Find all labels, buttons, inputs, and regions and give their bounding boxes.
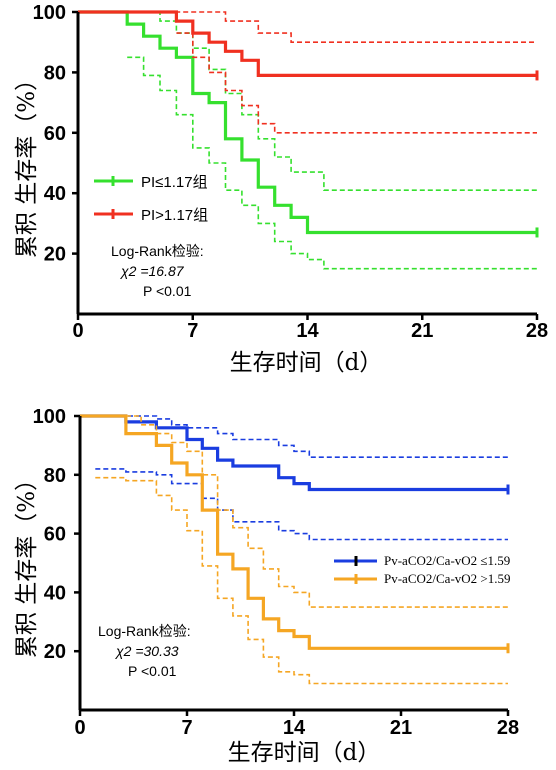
x-tick-label: 7	[181, 717, 192, 739]
x-tick-label: 28	[497, 717, 519, 739]
y-tick-label: 60	[44, 524, 66, 546]
logrank-annotation: Log-Rank检验: χ2 =16.87 P <0.01	[111, 243, 204, 299]
y-tick-label: 40	[44, 183, 66, 205]
y-axis-title: 累积 生存率（%）	[14, 468, 40, 658]
legend-label: Pv-aCO2/Ca-vO2 ≤1.59	[384, 553, 510, 568]
x-tick-label: 21	[411, 320, 433, 342]
p-value: P <0.01	[128, 663, 177, 679]
x-axis-title: 生存时间（d）	[228, 740, 381, 766]
y-tick-label: 80	[44, 62, 66, 84]
x-tick-label: 7	[187, 320, 198, 342]
y-tick-label: 20	[44, 641, 66, 663]
logrank-annotation: Log-Rank检验: χ2 =30.33 P <0.01	[98, 623, 191, 679]
y-tick-label: 100	[33, 2, 66, 24]
legend-label: Pv-aCO2/Ca-vO2 >1.59	[384, 571, 511, 586]
legend-item-1: PI>1.17组	[94, 207, 208, 224]
x-tick-label: 14	[283, 717, 306, 739]
p-value: P <0.01	[143, 283, 192, 299]
y-axis-title: 累积 生存率（%）	[14, 68, 40, 258]
series-0-ci-lower	[95, 468, 508, 541]
legend-item-0: Pv-aCO2/Ca-vO2 ≤1.59	[334, 553, 510, 568]
series-1-ci-upper	[125, 415, 508, 608]
y-tick-label: 40	[44, 582, 66, 604]
series-0-survival-line	[78, 10, 537, 235]
y-tick-label: 100	[33, 406, 66, 428]
logrank-title: Log-Rank检验:	[111, 243, 204, 259]
series-0-ci-upper	[80, 415, 508, 459]
chi-square: χ2 =16.87	[119, 263, 185, 279]
legend: PI≤1.17组 PI>1.17组	[94, 174, 208, 224]
x-tick-label: 14	[296, 320, 319, 342]
series-1-ci-upper	[127, 11, 537, 44]
series-0-survival-line	[80, 414, 508, 492]
x-tick-label: 28	[526, 320, 548, 342]
series-0-ci-upper	[78, 11, 537, 191]
series-1-ci-lower	[176, 32, 537, 134]
legend: Pv-aCO2/Ca-vO2 ≤1.59 Pv-aCO2/Ca-vO2 >1.5…	[334, 553, 511, 586]
legend-label: PI≤1.17组	[141, 174, 208, 191]
x-axis-title: 生存时间（d）	[230, 350, 383, 376]
chi-square: χ2 =30.33	[114, 643, 179, 659]
y-tick-label: 80	[44, 465, 66, 487]
series-0-ci-lower	[127, 56, 537, 270]
legend-item-0: PI≤1.17组	[94, 174, 208, 191]
y-tick-label: 20	[44, 244, 66, 266]
y-tick-label: 60	[44, 123, 66, 145]
chart-top: 0 7 14 21 28 20 40 60 80 100 PI≤1.17组 PI>1.17组 Lo…	[14, 2, 548, 376]
series-1-ci-lower	[95, 476, 508, 685]
chart-bottom: 0 7 14 21 28 20 40 60 80 100 Pv-aCO2/Ca-vO2 ≤1.59…	[14, 406, 519, 766]
x-tick-label: 0	[74, 717, 85, 739]
logrank-title: Log-Rank检验:	[98, 623, 191, 639]
series-1-survival-line	[80, 414, 508, 650]
legend-label: PI>1.17组	[141, 207, 208, 224]
legend-item-1: Pv-aCO2/Ca-vO2 >1.59	[334, 571, 511, 586]
x-tick-label: 0	[72, 320, 83, 342]
series-1-survival-line	[78, 10, 537, 78]
x-tick-label: 21	[390, 717, 412, 739]
